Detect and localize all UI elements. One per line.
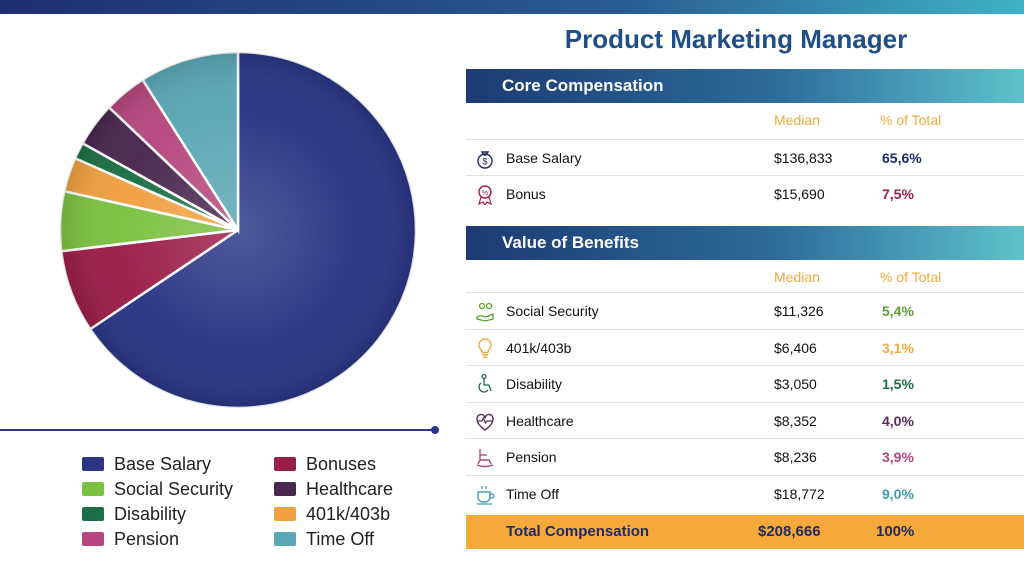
legend-swatch (274, 457, 296, 471)
legend-item: Social Security (82, 478, 274, 500)
chart-legend: Base Salary Bonuses Social Security Healthc… (82, 453, 422, 550)
benefits-header: Value of Benefits (466, 226, 1024, 260)
row-median: $136,833 (774, 150, 833, 166)
table-row: Pension $8,236 3,9% (466, 438, 1024, 476)
row-pct: 3,9% (882, 449, 914, 466)
legend-label: Bonuses (306, 453, 377, 474)
legend-label: Healthcare (306, 478, 394, 499)
legend-label: Time Off (306, 528, 375, 549)
total-row: Total Compensation $208,666 100% (466, 515, 1024, 549)
people-hand-icon (476, 303, 494, 322)
svg-text:$: $ (482, 157, 487, 167)
row-pct: 1,5% (882, 376, 914, 393)
row-median: $8,352 (774, 412, 817, 429)
money-bag-icon: $ (477, 151, 493, 169)
row-label: Bonus (506, 186, 546, 202)
legend-item: Bonuses (274, 453, 424, 475)
core-median-header: Median (774, 112, 820, 128)
row-pct: 7,5% (882, 186, 914, 202)
award-ribbon-icon: % (478, 185, 492, 205)
top-accent-bar (0, 0, 1024, 14)
row-pct: 5,4% (882, 303, 914, 320)
total-pct: 100% (876, 523, 915, 540)
row-pct: 3,1% (882, 339, 914, 356)
legend-divider (0, 429, 436, 431)
rocking-chair-icon (476, 449, 494, 468)
core-pct-header: % of Total (880, 112, 942, 128)
legend-item: Time Off (274, 528, 424, 550)
total-median: $208,666 (758, 523, 821, 540)
row-label: Time Off (506, 485, 559, 502)
svg-text:%: % (482, 190, 488, 197)
legend-item: 401k/403b (274, 503, 424, 525)
row-label: Base Salary (506, 150, 582, 166)
legend-swatch (274, 507, 296, 521)
table-row: Disability $3,050 1,5% (466, 365, 1024, 403)
row-median: $11,326 (774, 303, 824, 320)
table-row: Time Off $18,772 9,0% (466, 474, 1024, 513)
row-median: $8,236 (774, 449, 817, 466)
legend-swatch (82, 482, 104, 496)
legend-item: Pension (82, 528, 274, 550)
legend-item: Disability (82, 503, 274, 525)
legend-item: Healthcare (274, 478, 424, 500)
row-label: 401k/403b (506, 339, 572, 356)
table-row: Social Security $11,326 5,4% (466, 292, 1024, 330)
legend-swatch (82, 457, 104, 471)
row-median: $15,690 (774, 186, 825, 202)
core-compensation-header: Core Compensation (466, 69, 1024, 103)
row-median: $6,406 (774, 339, 817, 356)
coffee-cup-icon (477, 485, 495, 505)
legend-label: Disability (114, 503, 187, 524)
row-pct: 4,0% (882, 412, 914, 429)
legend-swatch (274, 482, 296, 496)
divider-dot (431, 426, 439, 434)
legend-label: Pension (114, 528, 180, 549)
table-row: 401k/403b $6,406 3,1% (466, 328, 1024, 367)
row-label: Disability (506, 376, 563, 393)
benefits-pct-header: % of Total (880, 269, 942, 285)
table-row: Healthcare $8,352 4,0% (466, 401, 1024, 440)
row-median: $18,772 (774, 485, 825, 502)
legend-label: Base Salary (114, 453, 212, 474)
legend-swatch (274, 532, 296, 546)
row-pct: 9,0% (882, 485, 914, 502)
row-label: Social Security (506, 303, 599, 320)
wheelchair-icon (478, 374, 492, 393)
legend-label: 401k/403b (306, 503, 391, 524)
row-median: $3,050 (774, 376, 817, 393)
row-pct: 65,6% (882, 150, 922, 166)
legend-item: Base Salary (82, 453, 274, 475)
total-label: Total Compensation (506, 523, 650, 540)
table-row: % Bonus $15,690 7,5% (466, 175, 1024, 212)
row-label: Pension (506, 449, 557, 466)
table-row: $ Base Salary $136,833 65,6% (466, 139, 1024, 176)
page-title: Product Marketing Manager (564, 24, 908, 54)
pie-chart (0, 40, 440, 420)
pie-svg (58, 50, 418, 410)
benefits-median-header: Median (774, 269, 820, 285)
legend-label: Social Security (114, 478, 234, 499)
row-label: Healthcare (506, 412, 574, 429)
heart-pulse-icon (476, 413, 494, 431)
lightbulb-icon (478, 338, 492, 358)
legend-swatch (82, 507, 104, 521)
legend-swatch (82, 532, 104, 546)
